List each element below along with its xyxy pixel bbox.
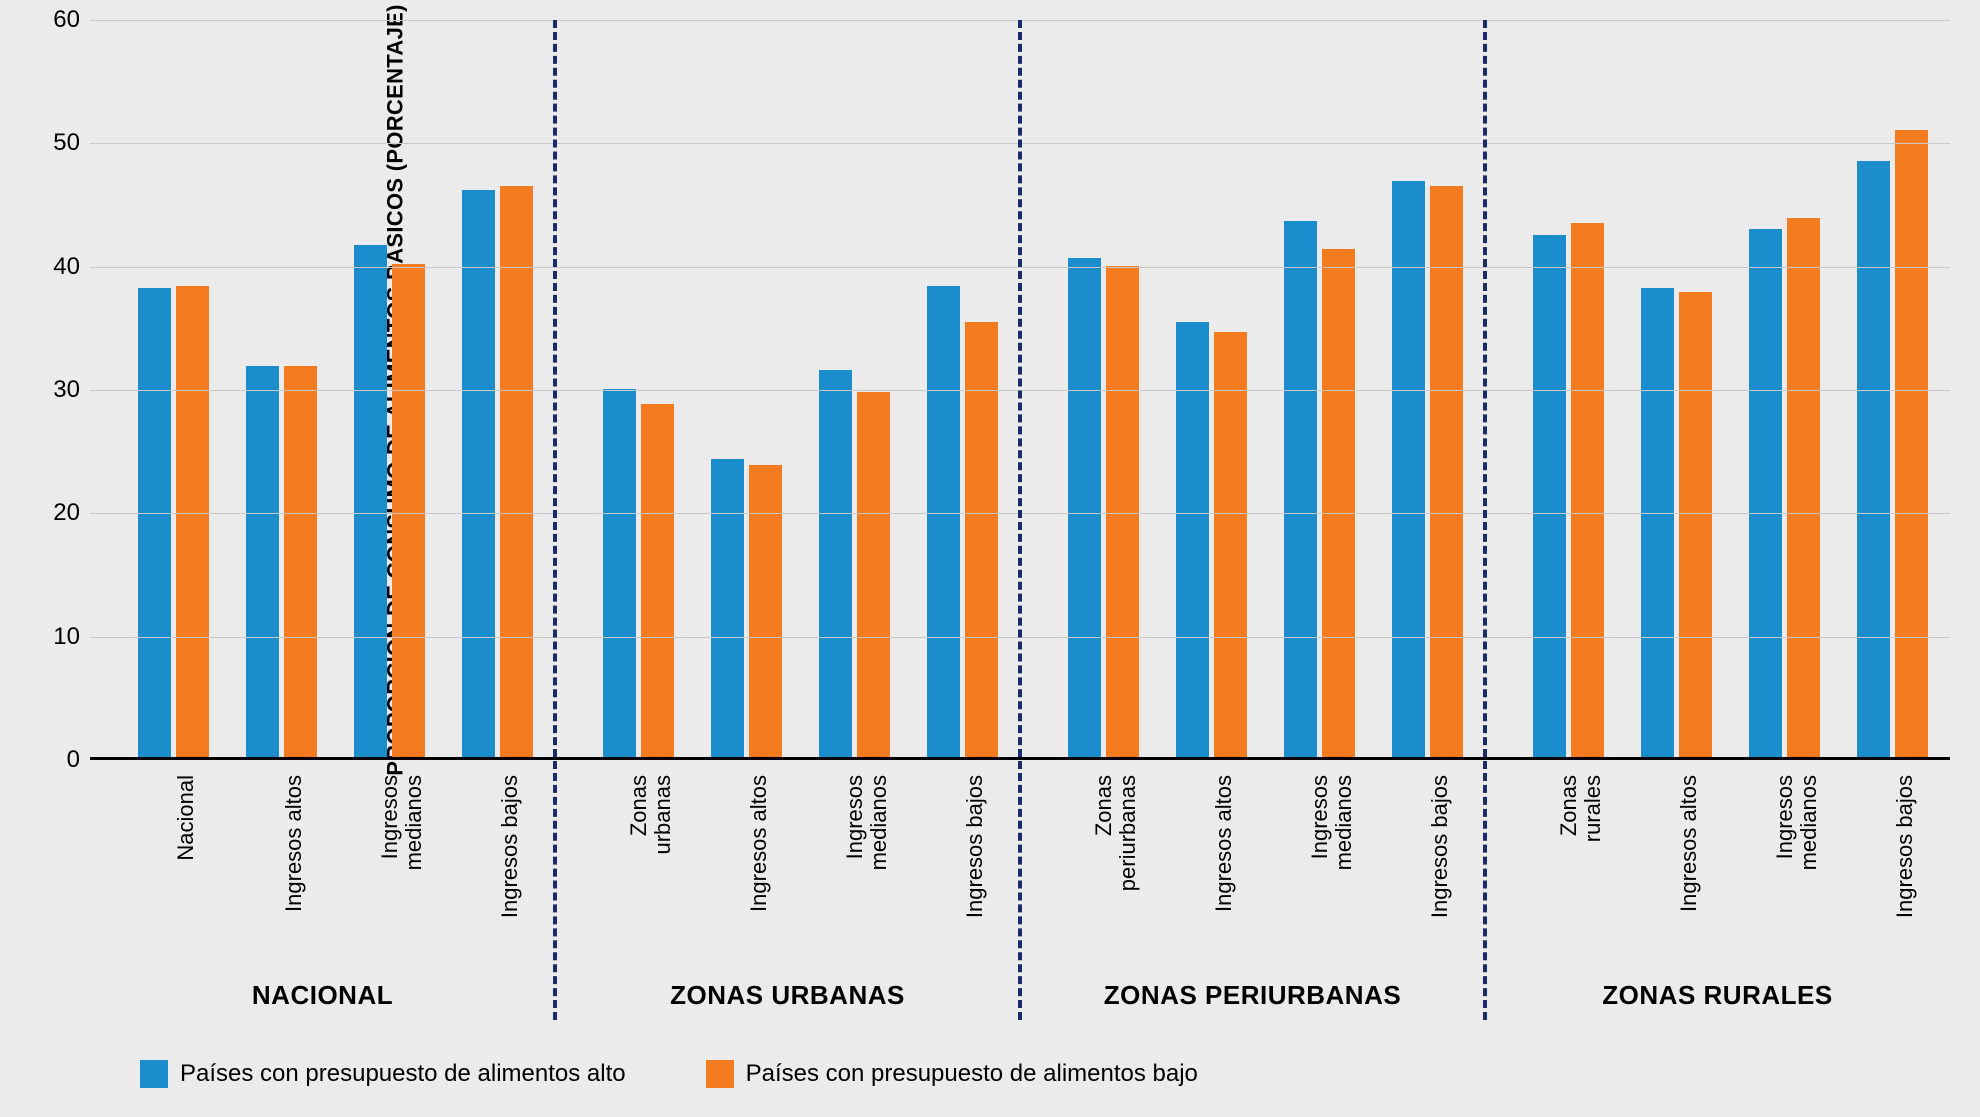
- x-category-label: Zonas periurbanas: [1092, 775, 1140, 891]
- y-tick-label: 20: [20, 499, 80, 527]
- group-label: ZONAS URBANAS: [555, 980, 1020, 1011]
- group-divider: [1483, 20, 1487, 1020]
- x-category-label: Ingresos bajos: [1428, 775, 1452, 918]
- bar: [500, 186, 533, 757]
- bar: [1571, 223, 1604, 757]
- bar: [641, 404, 674, 757]
- x-category-label: Ingresos altos: [282, 775, 306, 912]
- bar: [711, 459, 744, 757]
- bar: [857, 392, 890, 757]
- y-tick-label: 60: [20, 6, 80, 34]
- legend-swatch-0: [140, 1060, 168, 1088]
- bar: [965, 322, 998, 757]
- y-tick-label: 50: [20, 129, 80, 157]
- bar: [927, 286, 960, 757]
- group-divider: [553, 20, 557, 1020]
- x-category-label: Nacional: [174, 775, 198, 861]
- group-label: ZONAS RURALES: [1485, 980, 1950, 1011]
- legend-item-1: Países con presupuesto de alimentos bajo: [706, 1060, 1198, 1088]
- x-category-label: Ingresos medianos: [378, 775, 426, 870]
- y-tick-label: 40: [20, 253, 80, 281]
- bar: [819, 370, 852, 757]
- x-category-label: Zonas rurales: [1557, 775, 1605, 842]
- y-tick-label: 30: [20, 376, 80, 404]
- group-label: NACIONAL: [90, 980, 555, 1011]
- bar: [1068, 258, 1101, 758]
- bar: [284, 366, 317, 757]
- x-category-label: Ingresos medianos: [843, 775, 891, 870]
- group-divider: [1018, 20, 1022, 1020]
- bar: [246, 366, 279, 757]
- x-category-label: Ingresos bajos: [498, 775, 522, 918]
- y-tick-label: 10: [20, 623, 80, 651]
- legend-label-1: Países con presupuesto de alimentos bajo: [746, 1060, 1198, 1088]
- bar: [1176, 322, 1209, 757]
- x-category-label: Zonas urbanas: [627, 775, 675, 855]
- x-category-label: Ingresos altos: [1677, 775, 1701, 912]
- y-tick-label: 0: [20, 746, 80, 774]
- bar: [603, 389, 636, 757]
- x-category-label: Ingresos bajos: [963, 775, 987, 918]
- x-category-label: Ingresos medianos: [1308, 775, 1356, 870]
- bar: [1857, 161, 1890, 757]
- bar: [1430, 186, 1463, 757]
- legend-item-0: Países con presupuesto de alimentos alto: [140, 1060, 626, 1088]
- bar: [1284, 221, 1317, 758]
- bar: [1322, 249, 1355, 757]
- bar: [138, 288, 171, 757]
- bar: [354, 245, 387, 757]
- bar: [1679, 292, 1712, 757]
- bar: [1895, 130, 1928, 757]
- chart-container: PROPORCIÓN DE CONSUMO DE ALIMENTOS BÁSIC…: [0, 0, 1980, 1117]
- legend: Países con presupuesto de alimentos alto…: [140, 1060, 1198, 1088]
- bar: [1533, 235, 1566, 757]
- bar: [176, 286, 209, 757]
- bar: [1106, 266, 1139, 757]
- bar: [462, 190, 495, 757]
- bar: [1787, 218, 1820, 757]
- bar: [1214, 332, 1247, 758]
- legend-swatch-1: [706, 1060, 734, 1088]
- x-category-label: Ingresos medianos: [1773, 775, 1821, 870]
- bar: [392, 264, 425, 757]
- bar: [1749, 229, 1782, 757]
- group-label: ZONAS PERIURBANAS: [1020, 980, 1485, 1011]
- x-category-label: Ingresos bajos: [1893, 775, 1917, 918]
- x-category-label: Ingresos altos: [1212, 775, 1236, 912]
- bar: [749, 465, 782, 757]
- legend-label-0: Países con presupuesto de alimentos alto: [180, 1060, 626, 1088]
- x-category-label: Ingresos altos: [747, 775, 771, 912]
- bar: [1641, 288, 1674, 757]
